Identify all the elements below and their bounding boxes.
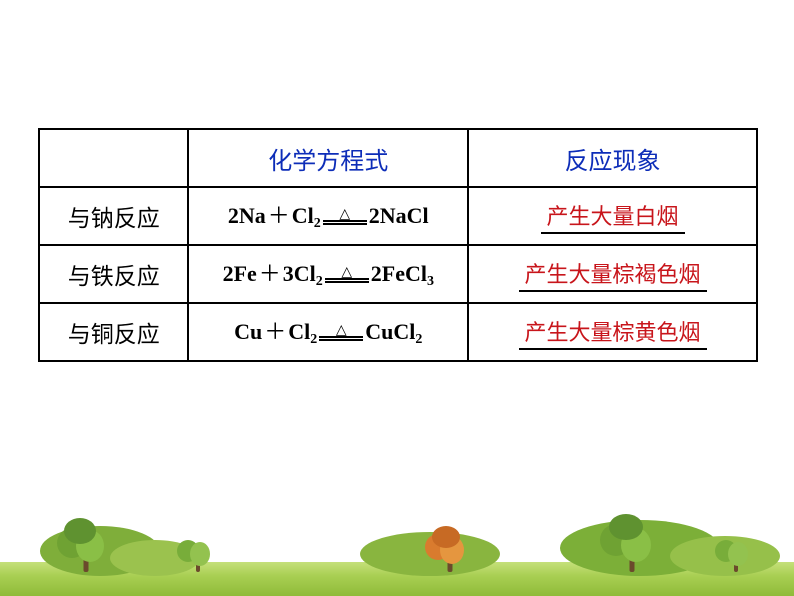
table-row: 与钠反应 2Na＋Cl2 △ 2NaCl 产生大量白烟 <box>39 187 757 245</box>
plus-sign: ＋ <box>259 263 281 285</box>
equation: Cu＋Cl2 △ CuCl2 <box>234 321 422 343</box>
header-empty <box>39 129 188 187</box>
subscript: 2 <box>316 275 323 289</box>
equation-cell: 2Fe＋3Cl2 △ 2FeCl3 <box>188 245 468 303</box>
species: Cl <box>292 205 314 227</box>
phenomenon-cell: 产生大量棕褐色烟 <box>468 245 757 303</box>
plus-sign: ＋ <box>264 321 286 343</box>
equation-cell: 2Na＋Cl2 △ 2NaCl <box>188 187 468 245</box>
species: Na <box>239 205 266 227</box>
row-label: 与铁反应 <box>39 245 188 303</box>
coef: 2 <box>223 263 234 285</box>
subscript: 3 <box>427 275 434 289</box>
row-label: 与钠反应 <box>39 187 188 245</box>
heat-icon: △ <box>336 326 347 336</box>
heat-icon: △ <box>339 210 350 220</box>
coef: 2 <box>228 205 239 227</box>
species: Fe <box>234 263 257 285</box>
reaction-condition: △ <box>323 208 367 225</box>
species: Cl <box>288 321 310 343</box>
equation: 2Na＋Cl2 △ 2NaCl <box>228 205 429 227</box>
subscript: 2 <box>314 217 321 231</box>
table: 化学方程式 反应现象 与钠反应 2Na＋Cl2 △ 2NaCl 产生大量白烟 与… <box>38 128 758 362</box>
species: Cu <box>234 321 262 343</box>
subscript: 2 <box>415 333 422 347</box>
phenomenon-text: 产生大量棕褐色烟 <box>519 257 707 292</box>
tree-decoration <box>430 522 470 572</box>
equation: 2Fe＋3Cl2 △ 2FeCl3 <box>223 263 434 285</box>
tree-decoration <box>612 508 652 572</box>
coef: 2 <box>369 205 380 227</box>
phenomenon-text: 产生大量棕黄色烟 <box>519 315 707 350</box>
tree-decoration <box>178 530 218 572</box>
row-label: 与铜反应 <box>39 303 188 361</box>
equation-cell: Cu＋Cl2 △ CuCl2 <box>188 303 468 361</box>
species: FeCl <box>382 263 427 285</box>
reaction-condition: △ <box>319 324 363 341</box>
phenomenon-cell: 产生大量白烟 <box>468 187 757 245</box>
header-phenomenon: 反应现象 <box>468 129 757 187</box>
phenomenon-cell: 产生大量棕黄色烟 <box>468 303 757 361</box>
table-row: 与铜反应 Cu＋Cl2 △ CuCl2 产生大量棕黄色烟 <box>39 303 757 361</box>
coef: 2 <box>371 263 382 285</box>
plus-sign: ＋ <box>268 205 290 227</box>
heat-icon: △ <box>341 268 352 278</box>
species: NaCl <box>380 205 429 227</box>
tree-decoration <box>66 514 106 572</box>
reaction-table: 化学方程式 反应现象 与钠反应 2Na＋Cl2 △ 2NaCl 产生大量白烟 与… <box>38 128 758 362</box>
header-equation: 化学方程式 <box>188 129 468 187</box>
species: Cl <box>294 263 316 285</box>
tree-decoration <box>716 526 756 572</box>
species: CuCl <box>365 321 415 343</box>
subscript: 2 <box>310 333 317 347</box>
table-header-row: 化学方程式 反应现象 <box>39 129 757 187</box>
table-row: 与铁反应 2Fe＋3Cl2 △ 2FeCl3 产生大量棕褐色烟 <box>39 245 757 303</box>
coef: 3 <box>283 263 294 285</box>
reaction-condition: △ <box>325 266 369 283</box>
phenomenon-text: 产生大量白烟 <box>541 199 685 234</box>
